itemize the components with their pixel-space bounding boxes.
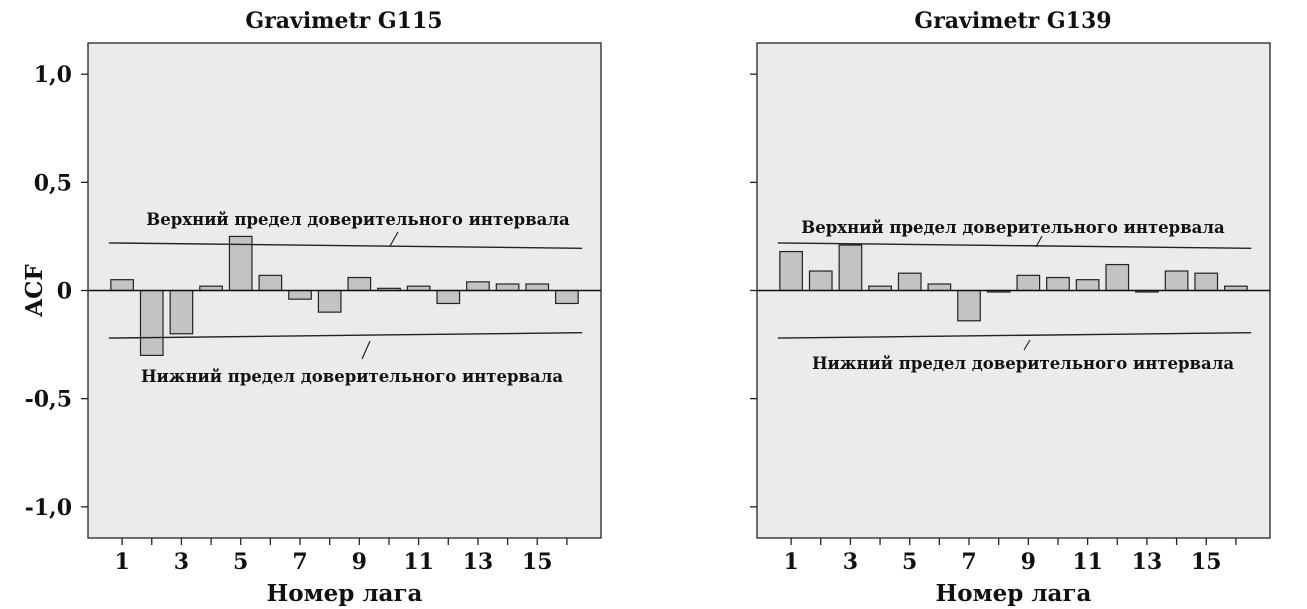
x-tick-label: 9 [1021, 549, 1036, 575]
y-tick-label: 0,5 [34, 170, 72, 196]
x-tick-label: 15 [522, 549, 553, 575]
y-axis-label: ACF [21, 264, 48, 318]
acf-bar-lag-15 [1194, 272, 1219, 292]
acf-bar-lag-16 [555, 289, 579, 305]
acf-bar-lag-14 [495, 283, 520, 292]
upper-label-leader [389, 231, 399, 247]
acf-bar-lag-6 [927, 283, 952, 292]
x-tick-label: 7 [292, 549, 307, 575]
x-tick-label: 5 [233, 549, 248, 575]
acf-bar-lag-3 [169, 289, 194, 335]
x-tick-label: 9 [352, 549, 367, 575]
upper-confidence-label: Верхний предел доверительного интервала [801, 218, 1225, 237]
x-tick-label: 3 [843, 549, 858, 575]
acf-bar-lag-7 [957, 289, 981, 322]
lower-label-leader [361, 340, 371, 360]
acf-bar-lag-9 [347, 276, 372, 292]
x-tick-label: 1 [114, 549, 129, 575]
x-tick-label: 13 [1132, 549, 1163, 575]
acf-bar-lag-7 [288, 289, 312, 300]
x-tick-label: 5 [902, 549, 917, 575]
x-tick-label: 3 [174, 549, 189, 575]
acf-bar-lag-2 [139, 289, 164, 356]
lower-confidence-label: Нижний предел доверительного интервала [141, 367, 563, 386]
acf-bar-lag-15 [525, 283, 550, 292]
x-tick-label: 15 [1191, 549, 1222, 575]
upper-confidence-line [108, 242, 583, 250]
acf-bar-lag-5 [897, 272, 922, 292]
x-tick-label: 11 [403, 549, 434, 575]
x-tick-label: 13 [463, 549, 494, 575]
acf-bar-lag-9 [1016, 274, 1041, 292]
acf-bar-lag-12 [436, 289, 461, 305]
y-tick-label: 1,0 [34, 62, 72, 88]
y-tick-label: 0 [57, 279, 72, 305]
upper-confidence-line [777, 242, 1252, 250]
lower-confidence-label: Нижний предел доверительного интервала [812, 354, 1234, 373]
acf-bar-lag-3 [838, 244, 863, 292]
lower-confidence-line [777, 331, 1252, 339]
acf-bar-lag-6 [258, 274, 283, 292]
acf-bar-lag-11 [1075, 279, 1100, 292]
x-tick-label: 1 [783, 549, 798, 575]
x-axis-label: Номер лага [936, 580, 1092, 607]
x-tick-label: 7 [961, 549, 976, 575]
x-axis-label: Номер лага [267, 580, 423, 607]
acf-bar-lag-12 [1105, 263, 1130, 292]
upper-label-leader [1035, 235, 1043, 248]
lower-confidence-line [108, 331, 583, 339]
acf-bar-lag-1 [779, 250, 803, 292]
chart-title: Gravimetr G115 [245, 8, 442, 34]
acf-bar-lag-10 [1046, 276, 1070, 292]
chart-title: Gravimetr G139 [914, 8, 1111, 34]
y-tick-label: -0,5 [25, 387, 72, 413]
x-tick-label: 11 [1072, 549, 1103, 575]
acf-bar-lag-13 [466, 281, 490, 292]
y-tick-label: -1,0 [25, 495, 72, 521]
acf-bar-lag-2 [808, 270, 833, 292]
acf-bar-lag-1 [110, 279, 134, 292]
upper-confidence-label: Верхний предел доверительного интервала [146, 210, 570, 229]
acf-bar-lag-8 [317, 289, 342, 313]
acf-bar-lag-14 [1164, 270, 1189, 292]
lower-label-leader [1023, 339, 1031, 351]
